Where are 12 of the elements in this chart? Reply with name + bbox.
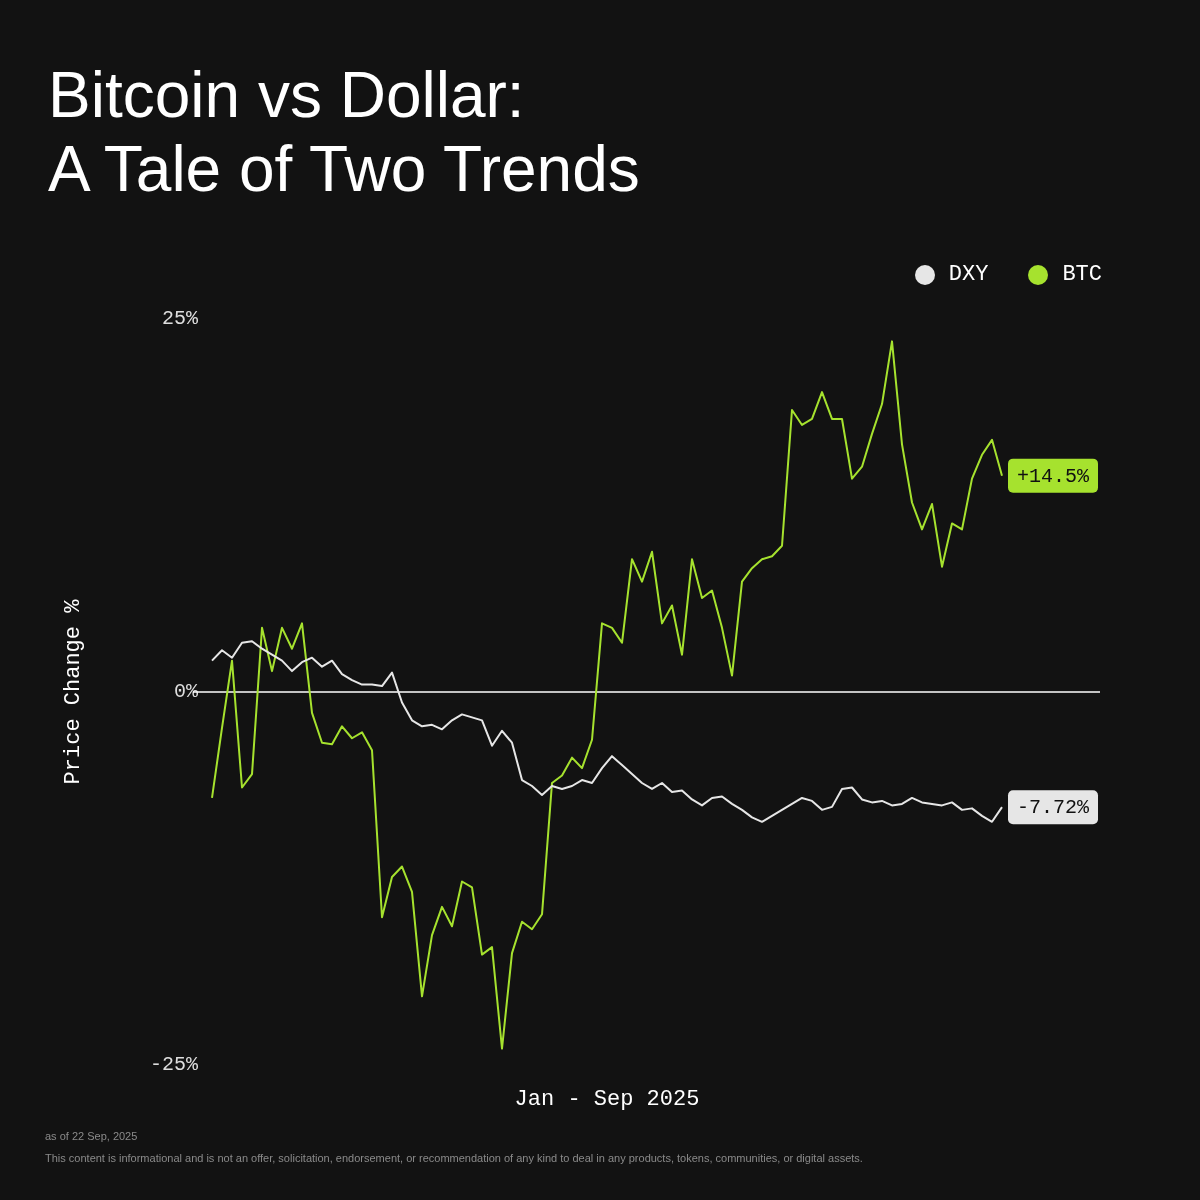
data-label: +14.5% — [1017, 464, 1091, 488]
y-tick-label: 0% — [173, 680, 199, 704]
chart-title: Bitcoin vs Dollar: A Tale of Two Trends — [48, 58, 640, 206]
legend-label: DXY — [948, 262, 989, 287]
y-axis-title: Price Change % — [61, 598, 87, 785]
legend-label: BTC — [1062, 262, 1102, 287]
text: as of 22 Sep, 2025 — [45, 1130, 139, 1142]
x-axis-title: Jan - Sep 2025 — [514, 1086, 700, 1112]
y-tick-label: -25% — [149, 1053, 199, 1077]
y-tick-label: 25% — [161, 307, 199, 331]
data-label: -7.72% — [1017, 796, 1091, 820]
text: This content is informational and is not an offer, solicitation, endorsement, or recommendation of any kind to deal in any products, tokens, communities, or digital assets. — [45, 1152, 863, 1164]
